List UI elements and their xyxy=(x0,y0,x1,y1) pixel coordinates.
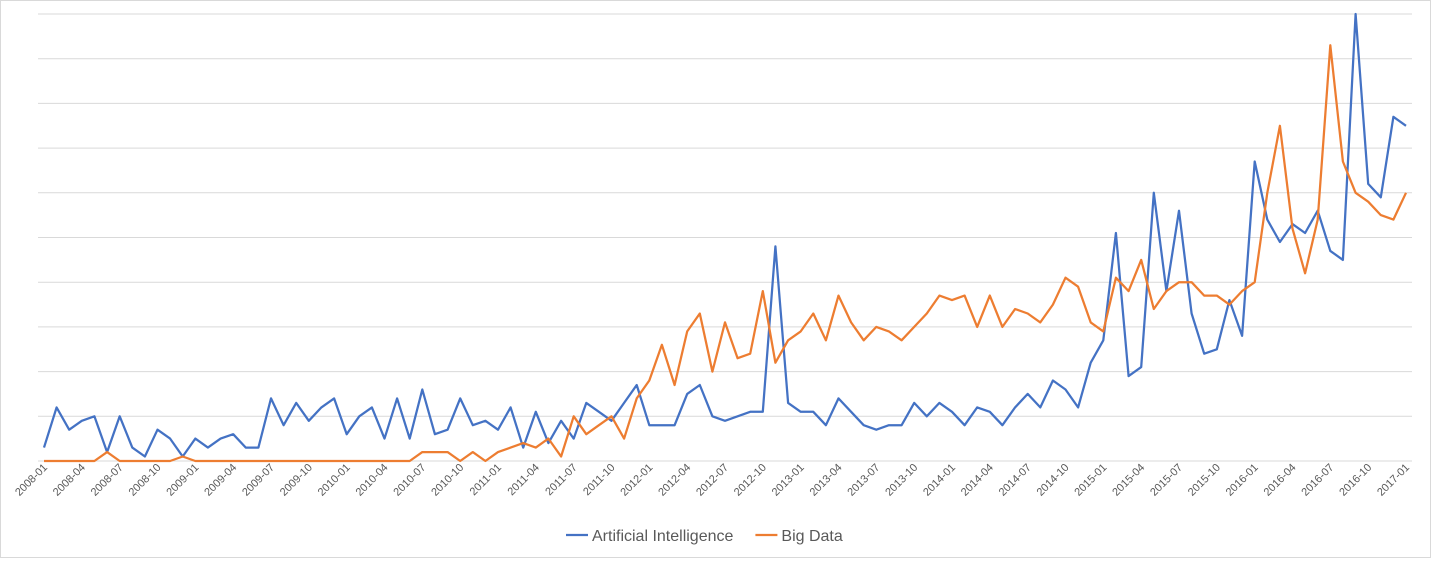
series-line xyxy=(44,44,1408,463)
legend-label: Artificial Intelligence xyxy=(592,528,734,545)
series-line xyxy=(42,12,1407,458)
legend-label: Big Data xyxy=(781,528,842,545)
